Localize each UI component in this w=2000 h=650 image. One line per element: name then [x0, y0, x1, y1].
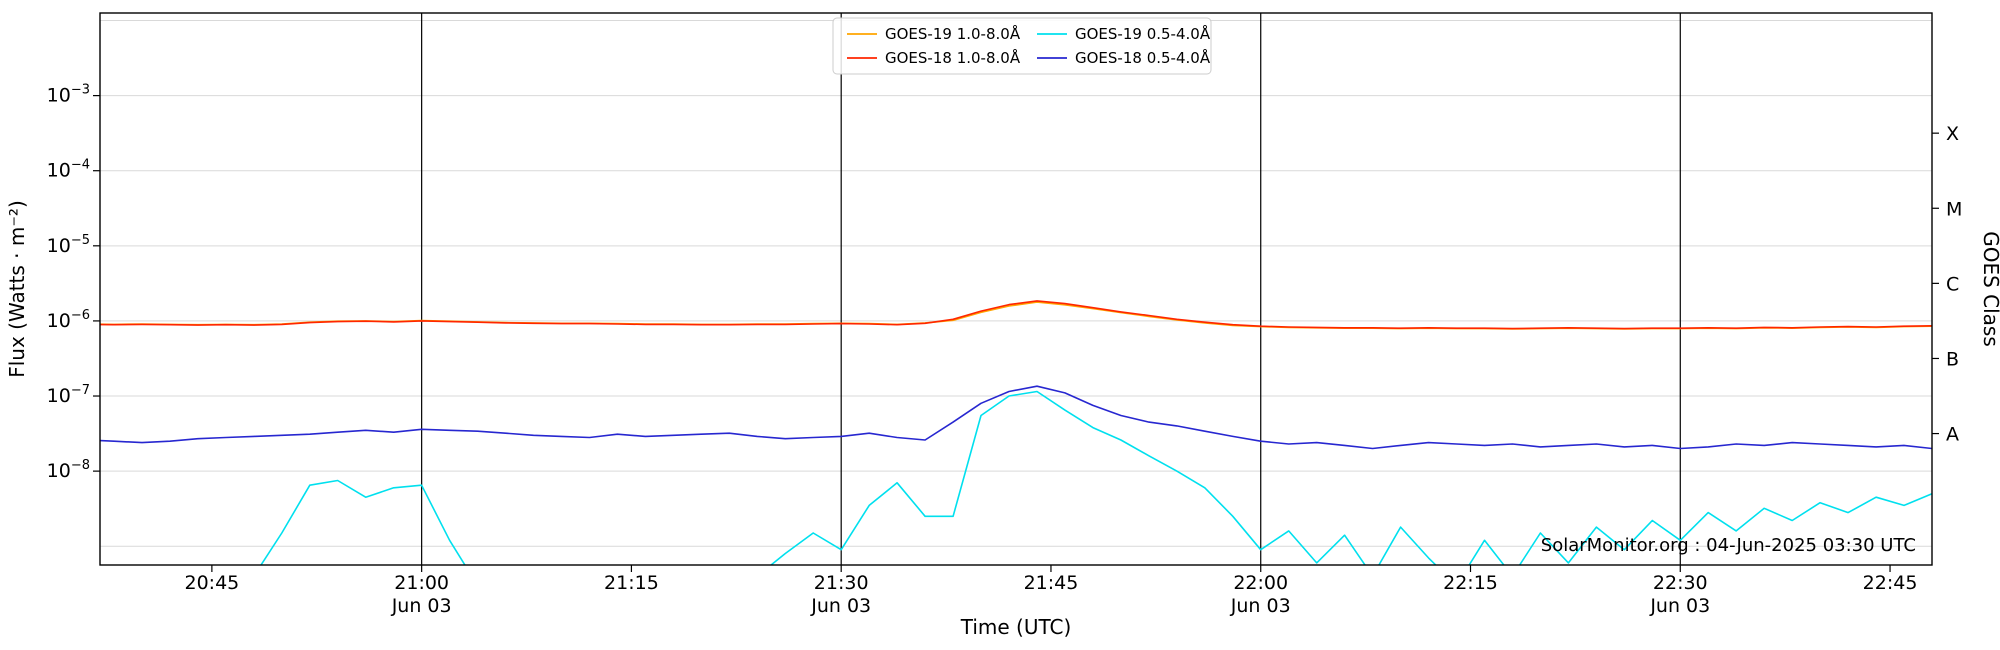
- goes-class-label: M: [1946, 198, 1962, 220]
- series-goes-18-1-0-8-0-: [100, 300, 1932, 330]
- y-tick-label: 10−5: [47, 233, 90, 257]
- x-tick-sublabel: Jun 03: [810, 595, 871, 617]
- x-tick-label: 21:15: [604, 572, 659, 594]
- x-tick-label: 21:00: [394, 572, 449, 594]
- x-tick-label: 21:30: [814, 572, 869, 594]
- goes-class-label: C: [1946, 273, 1959, 295]
- series-goes-19-0-5-4-0-: [260, 390, 1932, 565]
- goes-class-label: X: [1946, 123, 1959, 145]
- goes-class-ticks: X M C B A: [1932, 123, 1962, 446]
- legend-label: GOES-19 0.5-4.0Å: [1075, 24, 1211, 43]
- x-tick-label: 20:45: [184, 572, 239, 594]
- hour-gridlines: [421, 13, 1681, 565]
- legend-box: [832, 17, 1212, 75]
- x-tick-label: 21:45: [1024, 572, 1079, 594]
- series-goes-19-1-0-8-0-: [100, 301, 1932, 330]
- goes-class-label: A: [1946, 424, 1959, 446]
- series-goes-18-0-5-4-0-: [100, 385, 1932, 450]
- x-tick-label: 22:15: [1443, 572, 1498, 594]
- legend: GOES-19 1.0-8.0Å GOES-18 1.0-8.0Å GOES-19 …: [832, 17, 1212, 75]
- series-lines: [100, 300, 1932, 565]
- x-axis-title: Time (UTC): [960, 615, 1072, 639]
- goes-class-label: B: [1946, 348, 1959, 370]
- x-tick-sublabel: Jun 03: [1649, 595, 1710, 617]
- x-tick-sublabel: Jun 03: [391, 595, 452, 617]
- decade-gridlines: [100, 20, 1932, 547]
- y-axis-title: Flux (Watts · m⁻²): [5, 200, 29, 378]
- y-tick-label: 10−8: [47, 458, 90, 482]
- y-tick-label: 10−4: [47, 158, 90, 182]
- y-tick-label: 10−6: [47, 308, 90, 332]
- y-tick-label: 10−7: [47, 383, 90, 407]
- y-axis-ticks: 10−3 10−4 10−5 10−6 10−7 10−8: [47, 83, 100, 482]
- right-axis-title: GOES Class: [1979, 231, 2000, 347]
- x-tick-label: 22:45: [1863, 572, 1918, 594]
- legend-label: GOES-19 1.0-8.0Å: [885, 24, 1021, 43]
- x-tick-sublabel: Jun 03: [1230, 595, 1291, 617]
- legend-label: GOES-18 0.5-4.0Å: [1075, 48, 1211, 67]
- plot-border: [99, 12, 1933, 566]
- x-tick-label: 22:30: [1653, 572, 1708, 594]
- y-tick-label: 10−3: [47, 83, 90, 107]
- legend-label: GOES-18 1.0-8.0Å: [885, 48, 1021, 67]
- watermark: SolarMonitor.org : 04-Jun-2025 03:30 UTC: [1541, 535, 1916, 556]
- x-tick-label: 22:00: [1233, 572, 1288, 594]
